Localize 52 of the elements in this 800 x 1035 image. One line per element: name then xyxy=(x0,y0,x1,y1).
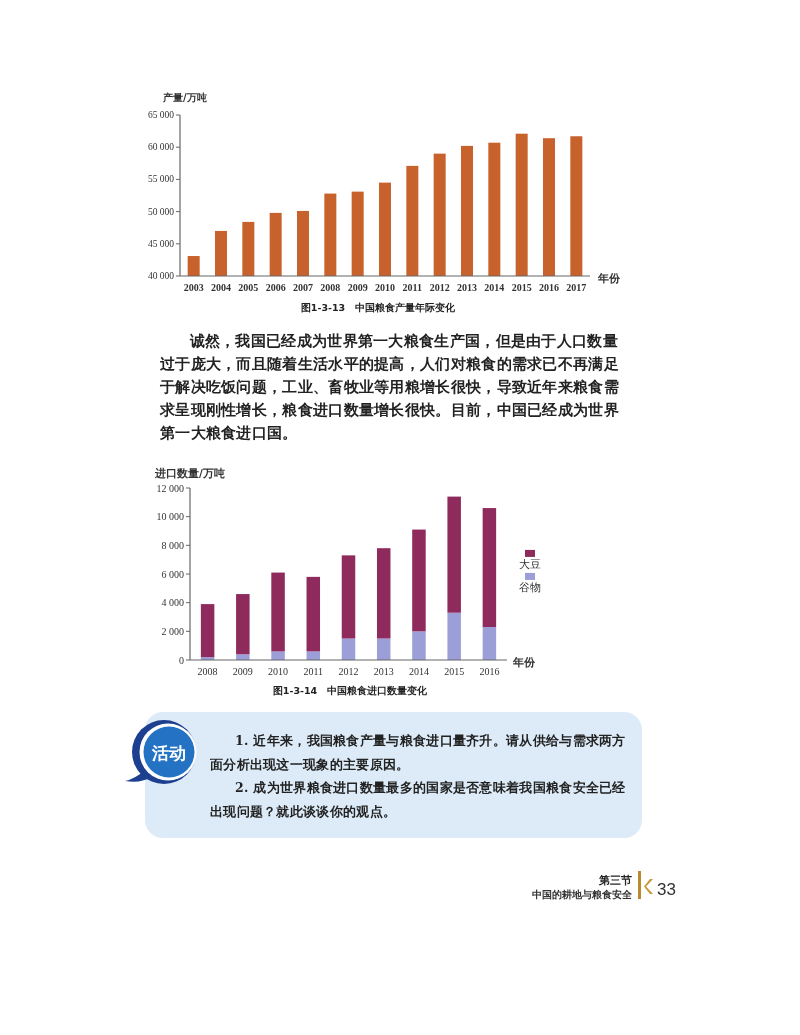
y-tick-label: 10 000 xyxy=(156,511,184,523)
x-tick-label: 2011 xyxy=(303,665,324,677)
x-tick-label: 2005 xyxy=(238,281,259,293)
x-tick-label: 2012 xyxy=(429,281,450,293)
y-tick-label: 4 000 xyxy=(161,597,184,609)
y-tick-label: 40 000 xyxy=(147,271,175,281)
x-tick-label: 2015 xyxy=(444,665,465,677)
text: 2. 成为世界粮食进口数量最多的国家是否意味着我国粮食安全已经出现问题？就此谈谈你的观点。 xyxy=(210,779,627,821)
text: 诚然，我国已经成为世界第一大粮食生产国，但是由于人口数量过于庞大，而且随着生活水平的提高，人们对粮食的需求已不再满足于解决吃饭问题，工业、畜牧业等用粮增长很快，导致近年来粮食需求呈现刚性增长，粮食进口数量增长很快。目前，中国已经成为世界第一大粮食进口国。 xyxy=(160,331,620,443)
x-tick-label: 2013 xyxy=(373,665,394,677)
x-tick-label: 2017 xyxy=(566,281,587,293)
legend-label: 大豆 xyxy=(519,558,541,572)
x-tick-label: 2010 xyxy=(375,281,395,293)
x-tick-label: 2009 xyxy=(232,665,253,677)
x-tick-label: 2008 xyxy=(320,281,341,293)
y-tick-label: 60 000 xyxy=(147,142,175,153)
text: 1. 近年来，我国粮食产量与粮食进口量齐升。请从供给与需求两方面分析出现这一现象的主要原因。 xyxy=(210,732,627,774)
x-tick-label: 2013 xyxy=(457,281,477,293)
y-tick-label: 12 000 xyxy=(156,482,184,494)
y-tick-label: 0 xyxy=(179,654,184,666)
x-tick-label: 2004 xyxy=(211,281,231,293)
text: 第三节 xyxy=(598,874,632,887)
x-tick-label: 2008 xyxy=(197,665,218,677)
x-tick-label: 2015 xyxy=(511,281,532,293)
x-tick-label: 2014 xyxy=(408,665,429,677)
x-tick-label: 2006 xyxy=(265,281,286,293)
x-tick-label: 2012 xyxy=(338,665,359,677)
y-axis-title: 进口数量/万吨 xyxy=(154,467,225,479)
x-tick-label: 2010 xyxy=(268,665,289,677)
y-tick-label: 8 000 xyxy=(161,539,184,551)
x-axis-title: 年份 xyxy=(512,655,536,669)
x-tick-label: 2007 xyxy=(293,281,313,293)
x-tick-label: 2014 xyxy=(484,281,505,293)
y-tick-label: 50 000 xyxy=(147,206,175,217)
x-tick-label: 2011 xyxy=(402,281,423,293)
x-tick-label: 2016 xyxy=(539,281,559,293)
legend-label: 谷物 xyxy=(519,581,541,595)
x-tick-label: 2003 xyxy=(183,281,204,293)
caption: 图1-3-14 中国粮食进口数量变化 xyxy=(272,684,429,696)
caption: 图1-3-13 中国粮食产量年际变化 xyxy=(300,301,457,313)
text: 33 xyxy=(657,880,676,899)
x-tick-label: 2016 xyxy=(479,665,500,677)
text: 活动 xyxy=(151,743,186,763)
x-axis-title: 年份 xyxy=(597,271,621,285)
y-tick-label: 55 000 xyxy=(147,174,175,185)
y-tick-label: 6 000 xyxy=(161,568,184,580)
y-axis-title: 产量/万吨 xyxy=(162,91,207,103)
text: 中国的耕地与粮食安全 xyxy=(532,889,633,900)
x-tick-label: 2009 xyxy=(347,281,368,293)
y-tick-label: 65 000 xyxy=(147,110,175,120)
y-tick-label: 2 000 xyxy=(161,625,184,637)
y-tick-label: 45 000 xyxy=(147,238,175,249)
